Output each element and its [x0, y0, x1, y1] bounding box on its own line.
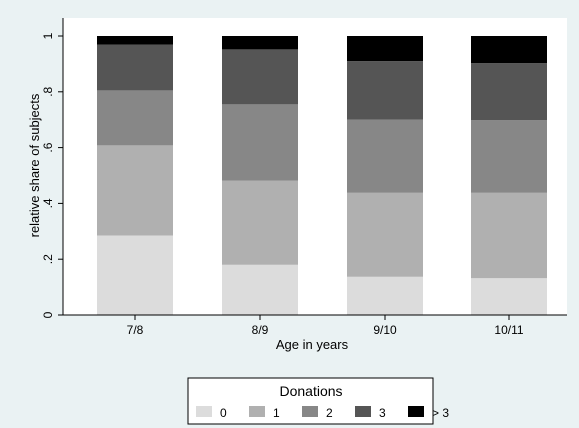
bar-segment — [97, 36, 173, 45]
bar-segment — [471, 278, 547, 315]
y-axis-title: relative share of subjects — [27, 93, 42, 237]
y-tick-label: .8 — [41, 86, 55, 96]
x-axis: 7/8 8/9 9/10 10/11 — [63, 314, 567, 337]
bar-segment — [471, 120, 547, 193]
bar-segment — [471, 192, 547, 279]
x-tick-label: 10/11 — [494, 323, 523, 337]
bar-segment — [97, 44, 173, 91]
y-axis: 0 .2 .4 .6 .8 1 — [41, 18, 64, 318]
y-tick-label: .6 — [41, 142, 55, 152]
bar-segment — [471, 36, 547, 64]
bar-segment — [347, 61, 423, 120]
legend-label: 3 — [379, 406, 386, 420]
bar-segment — [222, 264, 298, 315]
x-tick-label: 7/8 — [127, 323, 144, 337]
bar-segment — [347, 276, 423, 315]
bar-segment — [222, 49, 298, 105]
x-axis-title: Age in years — [276, 337, 349, 352]
legend-label: > 3 — [432, 406, 449, 420]
legend-title: Donations — [279, 383, 342, 399]
x-tick-label: 8/9 — [252, 323, 269, 337]
y-tick-label: 1 — [41, 32, 55, 39]
bar-segment — [97, 145, 173, 236]
y-tick-label: 0 — [41, 311, 55, 318]
legend: Donations 0 1 2 3 > 3 — [187, 377, 449, 425]
y-tick-label: .2 — [41, 254, 55, 264]
bar-segment — [222, 104, 298, 181]
bar-segment — [222, 36, 298, 50]
x-tick-label: 9/10 — [373, 323, 397, 337]
bar-segment — [347, 119, 423, 193]
legend-swatch — [196, 406, 212, 417]
legend-label: 0 — [220, 406, 227, 420]
legend-swatch — [249, 406, 265, 417]
bars — [97, 36, 547, 315]
bar-segment — [97, 90, 173, 146]
legend-label: 2 — [326, 406, 333, 420]
y-tick-label: .4 — [41, 198, 55, 208]
bar-segment — [347, 36, 423, 62]
legend-items: 0 1 2 3 > 3 — [196, 406, 449, 420]
legend-swatch — [302, 406, 318, 417]
bar-segment — [97, 235, 173, 315]
legend-label: 1 — [273, 406, 280, 420]
legend-swatch — [355, 406, 371, 417]
bar-segment — [471, 63, 547, 121]
bar-segment — [222, 180, 298, 265]
legend-swatch — [408, 406, 424, 417]
bar-segment — [347, 192, 423, 277]
